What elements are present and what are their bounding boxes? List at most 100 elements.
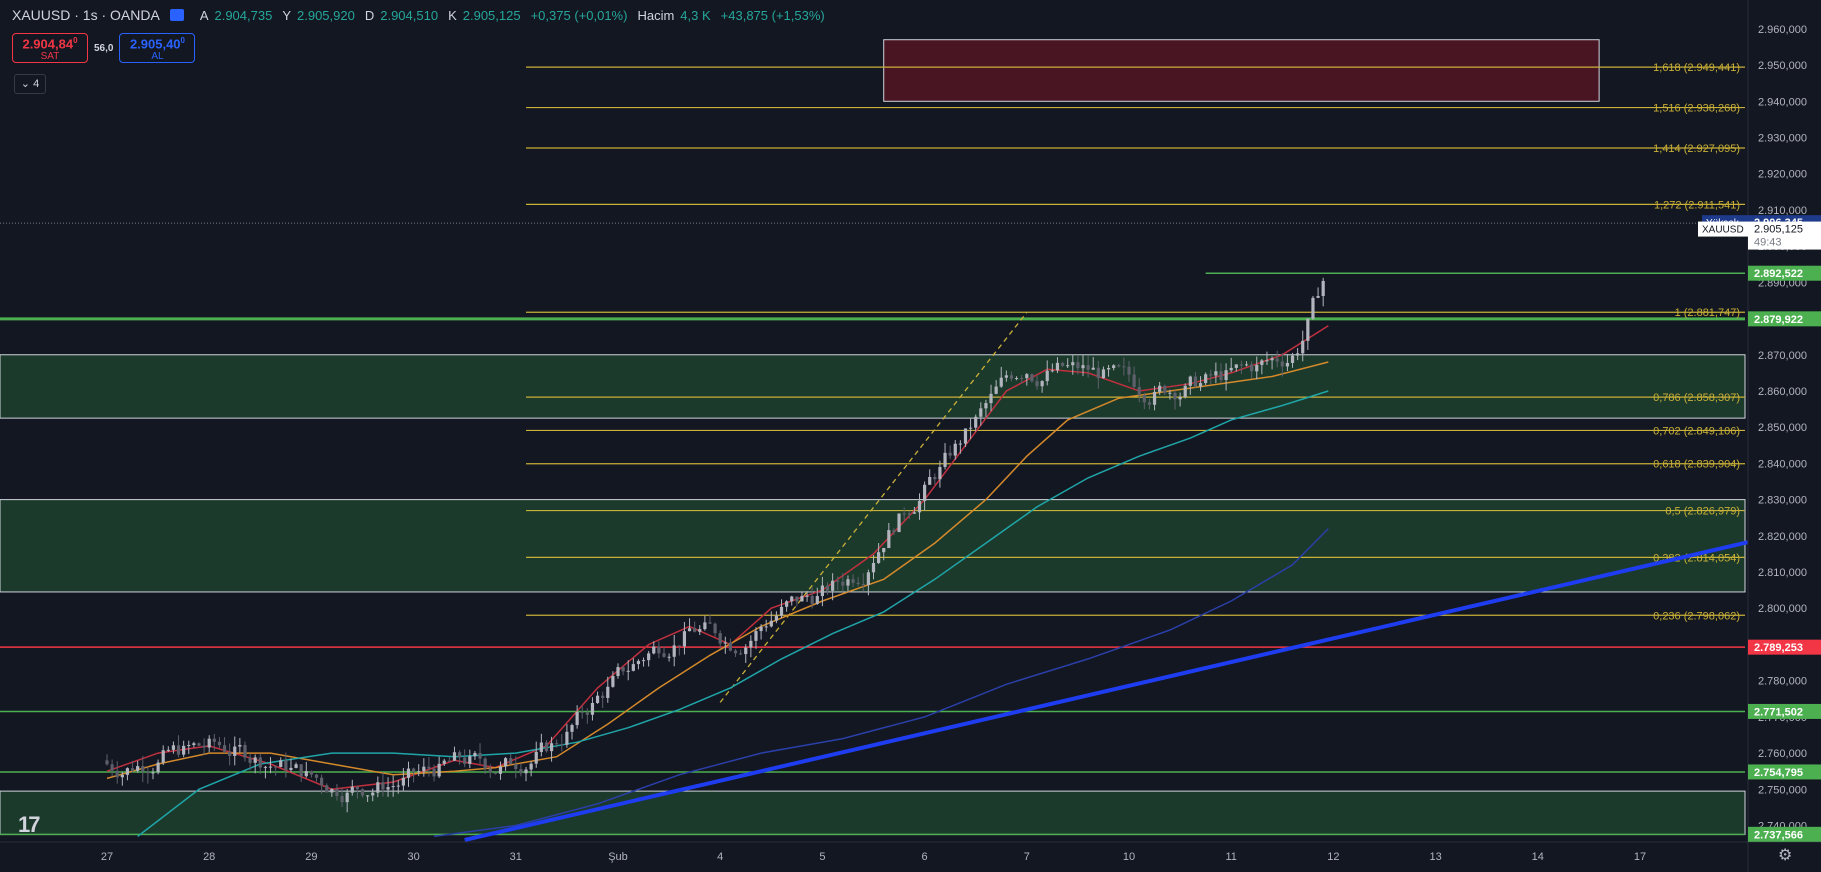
price-tick-label: 2.810,000 (1758, 567, 1807, 579)
gear-icon[interactable]: ⚙ (1778, 847, 1793, 864)
candle-body (616, 667, 620, 677)
candle-body (182, 745, 186, 755)
candle-body (887, 530, 891, 549)
time-tick-label: 4 (717, 851, 723, 863)
candle-body (662, 653, 666, 657)
candle-body (652, 646, 656, 654)
level-tag (1748, 265, 1821, 281)
candle-body (1168, 392, 1172, 394)
fib-label: 0,236 (2.798,062) (1653, 610, 1740, 622)
candle-body (176, 745, 181, 755)
candle-body (1321, 280, 1325, 297)
candle-body (800, 595, 804, 602)
demand-zone (0, 499, 1746, 593)
candle-body (1280, 361, 1284, 367)
candle-body (877, 552, 881, 563)
buy-label: AL (151, 51, 164, 63)
price-tick-label: 2.910,000 (1758, 205, 1807, 217)
price-tick-label: 2.860,000 (1758, 386, 1807, 398)
candle-body (1209, 374, 1213, 376)
open-value: 2.904,735 (214, 7, 273, 23)
candle-body (1117, 365, 1121, 367)
candle-body (1290, 355, 1295, 363)
symbol-header: XAUUSD · 1s · OANDA A 2.904,735 Y 2.905,92… (12, 7, 829, 23)
last-price-name: XAUUSD (1702, 225, 1744, 236)
candle-body (647, 653, 651, 661)
candle-body (1076, 362, 1080, 369)
candle-body (621, 667, 625, 672)
candle-body (815, 596, 819, 604)
candle-body (861, 583, 865, 585)
candle-body (1239, 364, 1244, 366)
candle-body (417, 771, 421, 773)
candle-body (478, 752, 482, 759)
candle-body (263, 766, 268, 768)
candle-body (825, 585, 830, 591)
time-tick-label: 12 (1327, 851, 1339, 863)
candle-body (258, 757, 262, 768)
candle-body (125, 768, 130, 775)
candle-body (1071, 362, 1075, 366)
candle-body (912, 512, 916, 514)
candle-body (606, 686, 610, 698)
candle-body (1035, 381, 1039, 387)
candle-body (1106, 367, 1111, 370)
time-tick-label: 11 (1225, 851, 1236, 863)
candle-body (943, 452, 947, 467)
last-price-name-bg (1698, 221, 1748, 237)
candle-body (585, 712, 589, 715)
candle-body (1224, 370, 1228, 381)
price-tick-label: 2.870,000 (1758, 350, 1807, 362)
fib-label: 1 (2.881,747) (1675, 307, 1740, 319)
candle-body (723, 642, 727, 644)
tradingview-logo[interactable]: 17 (18, 812, 41, 837)
candle-body (1112, 365, 1116, 368)
fib-label: 0,5 (2.826,979) (1665, 506, 1740, 518)
low-key: D (364, 7, 375, 23)
candle-body (268, 766, 273, 768)
sell-button[interactable]: 2.904,840 SAT (12, 33, 88, 63)
fib-label: 1,272 (2.911,541) (1654, 199, 1740, 211)
level-tag (1748, 703, 1821, 719)
candle-body (360, 789, 365, 796)
candle-body (1030, 374, 1034, 382)
candle-body (207, 738, 211, 748)
candle-body (1050, 370, 1054, 372)
candle-body (406, 768, 411, 778)
candle-body (115, 770, 119, 778)
candle-body (412, 768, 416, 772)
symbol-title[interactable]: XAUUSD · 1s · OANDA (12, 7, 160, 23)
candle-body (1173, 392, 1177, 400)
candle-body (371, 792, 375, 796)
candle-body (447, 760, 451, 762)
candle-body (928, 476, 932, 485)
candle-body (733, 650, 738, 654)
candle-body (902, 513, 906, 515)
low-value: 2.904,510 (380, 7, 439, 23)
candle-body (1040, 381, 1044, 387)
candle-body (519, 769, 523, 774)
candle-body (146, 771, 150, 774)
candle-body (120, 774, 124, 778)
candle-body (233, 746, 237, 756)
last-price-value: 2.905,125 (1754, 224, 1803, 236)
candle-body (1198, 383, 1203, 387)
candle-body (831, 580, 835, 591)
candle-body (1152, 391, 1157, 405)
candle-body (779, 606, 784, 616)
candle-body (1275, 358, 1279, 362)
buy-button[interactable]: 2.905,400 AL (119, 33, 196, 63)
indicator-toggle-button[interactable]: ⌄ 4 (14, 74, 46, 94)
candle-body (386, 787, 390, 790)
candle-body (1270, 358, 1274, 361)
candle-body (836, 580, 840, 582)
candle-body (1316, 296, 1320, 298)
moving-average-line (137, 390, 1329, 837)
candle-body (739, 653, 743, 655)
candle-body (498, 766, 503, 774)
candle-body (938, 466, 942, 480)
candle-body (309, 771, 313, 775)
level-tag (1748, 826, 1821, 842)
time-tick-label: 29 (305, 851, 317, 863)
